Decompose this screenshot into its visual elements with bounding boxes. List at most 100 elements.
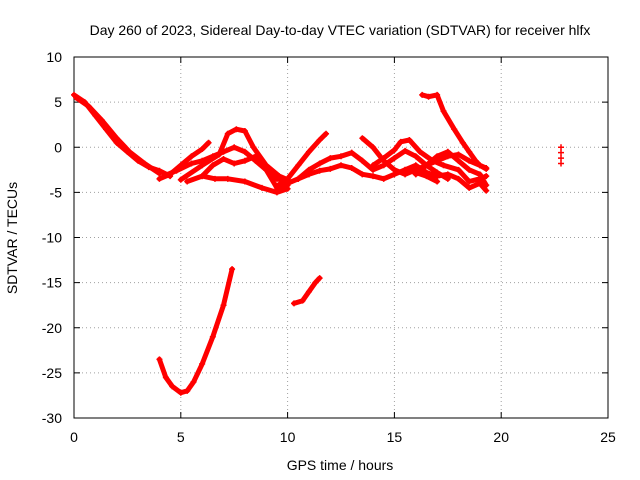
data-point	[391, 166, 398, 173]
data-point	[455, 175, 462, 182]
data-point	[113, 135, 120, 142]
data-point	[126, 148, 133, 155]
data-point	[173, 167, 180, 174]
data-point	[184, 178, 191, 185]
data-point	[156, 356, 163, 363]
data-point	[359, 157, 366, 164]
data-point	[263, 166, 270, 173]
data-point	[316, 137, 323, 144]
series-line	[413, 149, 489, 188]
data-point	[312, 279, 319, 286]
data-point	[434, 91, 441, 98]
data-point	[440, 108, 447, 115]
data-point	[233, 126, 240, 133]
data-point	[434, 178, 441, 185]
data-point	[434, 153, 441, 160]
data-point	[177, 176, 184, 183]
series-track-7	[184, 173, 291, 196]
data-point	[440, 162, 447, 169]
data-point	[188, 160, 195, 167]
data-point	[241, 128, 248, 135]
data-point	[380, 155, 387, 162]
series-line	[419, 92, 489, 172]
data-point	[85, 103, 92, 110]
data-point	[359, 171, 366, 178]
data-point	[284, 180, 291, 187]
data-point	[162, 374, 169, 381]
series-line	[285, 148, 451, 186]
data-point	[252, 153, 259, 160]
data-point	[209, 162, 216, 169]
series-track-14	[419, 91, 490, 172]
series-line	[178, 126, 291, 183]
data-point	[476, 171, 483, 178]
y-tick-label: -25	[42, 365, 62, 381]
data-point	[348, 149, 355, 156]
data-point	[466, 148, 473, 155]
data-point	[327, 155, 334, 162]
series-track-18	[558, 144, 565, 167]
data-point	[316, 160, 323, 167]
data-point	[190, 378, 197, 385]
x-axis-label: GPS time / hours	[287, 457, 394, 473]
y-tick-label: -15	[42, 275, 62, 291]
y-axis-label: SDTVAR / TECUs	[4, 182, 20, 294]
data-point	[156, 175, 163, 182]
data-point	[216, 151, 223, 158]
x-tick-label: 0	[70, 429, 78, 445]
data-point	[419, 91, 426, 98]
series-track-17	[291, 275, 323, 307]
data-point	[425, 93, 432, 100]
data-point	[391, 155, 398, 162]
data-point	[338, 153, 344, 160]
data-point	[169, 383, 176, 390]
data-point	[397, 138, 404, 145]
y-tick-label: -10	[42, 230, 62, 246]
data-point	[273, 189, 280, 196]
data-point	[199, 162, 206, 169]
data-point	[412, 162, 419, 169]
data-point	[423, 169, 430, 176]
data-point	[483, 173, 490, 180]
data-point	[291, 300, 298, 307]
data-point	[466, 184, 473, 191]
data-point	[558, 149, 565, 156]
data-point	[220, 302, 227, 309]
data-point	[284, 185, 291, 192]
data-point	[412, 171, 419, 178]
data-point	[483, 187, 490, 194]
series-track-2	[73, 94, 163, 177]
x-tick-label: 25	[600, 429, 616, 445]
data-point	[380, 175, 387, 182]
data-point	[423, 162, 430, 169]
data-point	[211, 175, 218, 182]
data-point	[370, 144, 377, 151]
data-point	[476, 162, 483, 169]
data-point	[199, 173, 206, 180]
data-point	[459, 139, 466, 146]
data-point	[466, 166, 473, 173]
data-point	[73, 94, 80, 101]
data-point	[209, 333, 216, 340]
x-tick-label: 5	[177, 429, 185, 445]
y-tick-label: -20	[42, 320, 62, 336]
data-point	[241, 178, 248, 185]
data-point	[220, 155, 227, 162]
data-point	[199, 360, 206, 367]
data-point	[184, 387, 191, 394]
data-point	[558, 160, 565, 167]
data-point	[476, 180, 483, 187]
data-point	[250, 144, 257, 151]
series-track-15	[402, 162, 490, 194]
data-point	[224, 130, 231, 137]
series-track-8	[273, 130, 330, 190]
y-tick-label: 10	[46, 49, 62, 65]
data-point	[276, 173, 283, 180]
data-point	[558, 144, 565, 151]
data-point	[466, 157, 473, 164]
data-point	[348, 165, 355, 172]
data-point	[327, 165, 334, 172]
data-point	[323, 130, 330, 137]
data-point	[98, 117, 105, 124]
